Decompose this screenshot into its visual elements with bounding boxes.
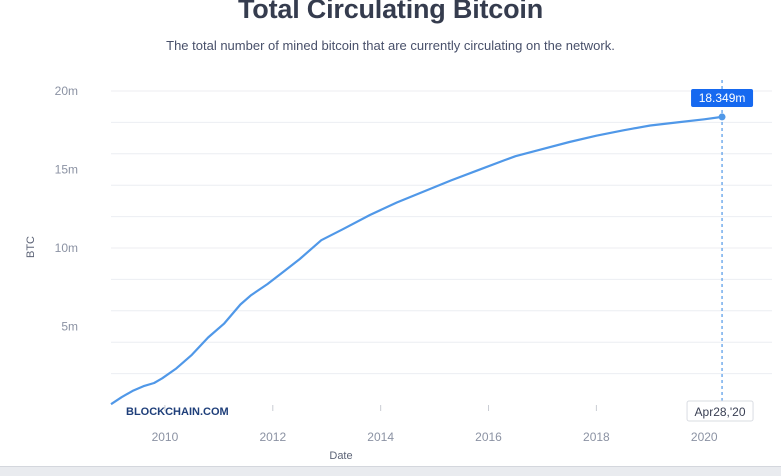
grid-lines (111, 90, 772, 375)
series-line (110, 115, 723, 406)
date-badge-text: Apr28,'20 (695, 405, 746, 419)
x-axis-ticks: 2010 2012 2014 2016 2018 2020 (152, 405, 718, 444)
x-tick-label: 2014 (367, 430, 394, 444)
x-tick-label: 2018 (583, 430, 610, 444)
chart-title: Total Circulating Bitcoin (238, 0, 543, 24)
x-axis-label: Date (329, 450, 352, 462)
x-tick-label: 2020 (691, 430, 718, 444)
y-tick-label: 15m (55, 163, 78, 177)
blockchain-watermark: BLOCKCHAIN.COM (126, 406, 229, 418)
value-tooltip-text: 18.349m (699, 91, 746, 105)
chart-subtitle: The total number of mined bitcoin that a… (166, 38, 615, 53)
x-tick-label: 2010 (152, 430, 179, 444)
y-axis-ticks: 5m 10m 15m 20m (55, 84, 78, 334)
date-badge: Apr28,'20 (686, 400, 754, 422)
y-tick-label: 5m (61, 320, 78, 334)
window-bottom-bar (0, 466, 781, 476)
y-axis-label: BTC (25, 236, 37, 258)
hover-point (718, 113, 726, 121)
y-tick-label: 10m (55, 241, 78, 255)
y-tick-label: 20m (55, 84, 78, 98)
x-tick-label: 2016 (475, 430, 502, 444)
value-tooltip: 18.349m (691, 89, 754, 107)
x-tick-label: 2012 (259, 430, 286, 444)
